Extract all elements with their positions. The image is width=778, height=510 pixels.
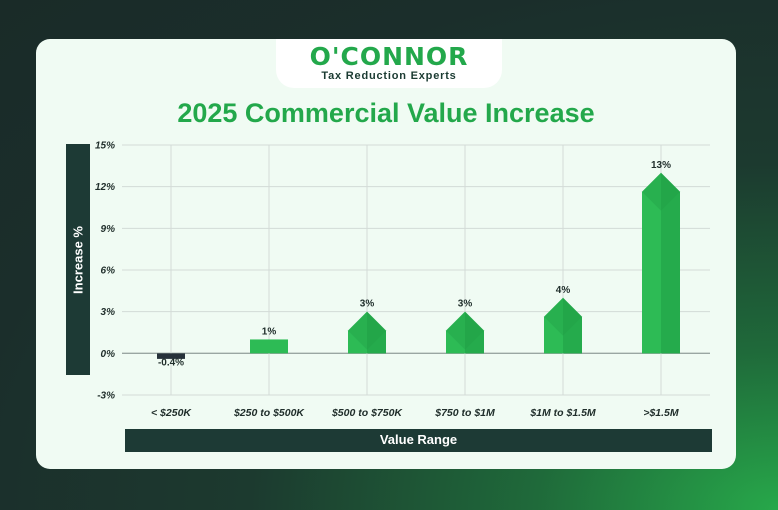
y-tick-label: 9% — [101, 224, 116, 235]
x-tick-label: >$1.5M — [643, 407, 679, 419]
y-tick-label: -3% — [97, 391, 115, 402]
chart-title: 2025 Commercial Value Increase — [177, 98, 595, 128]
bar-shade — [563, 297, 582, 354]
data-label: 3% — [360, 299, 375, 310]
x-tick-label: < $250K — [151, 407, 192, 419]
y-tick-label: 15% — [95, 141, 115, 152]
bar — [157, 353, 185, 359]
bar-shade — [465, 311, 484, 354]
y-tick-label: 0% — [101, 349, 116, 360]
bar-facet — [446, 311, 484, 350]
x-tick-label: $250 to $500K — [233, 407, 305, 419]
logo-tab — [276, 39, 502, 88]
bar-shade — [367, 311, 386, 354]
x-tick-label: $1M to $1.5M — [529, 407, 596, 419]
bar-facet — [348, 311, 386, 350]
brand-logo: O'CONNOR — [309, 42, 469, 71]
y-tick-label: 3% — [101, 307, 116, 318]
x-tick-label: $750 to $1M — [434, 407, 495, 419]
data-label: 3% — [458, 299, 473, 310]
bar-facet — [544, 297, 582, 336]
y-tick-label: 6% — [101, 266, 116, 277]
data-label: 4% — [556, 285, 571, 296]
brand-tagline: Tax Reduction Experts — [321, 70, 457, 82]
bar — [250, 339, 288, 354]
chart-card — [36, 39, 736, 469]
data-label: 13% — [651, 160, 671, 171]
data-label: 1% — [262, 326, 277, 337]
x-tick-label: $500 to $750K — [331, 407, 403, 419]
y-axis-label-bar — [66, 144, 90, 375]
data-label: -0.4% — [158, 357, 184, 368]
bar-facet — [642, 172, 680, 211]
x-axis-label-bar — [125, 429, 712, 452]
x-axis-label: Value Range — [379, 432, 458, 447]
y-tick-label: 12% — [95, 182, 115, 193]
bar-shade — [661, 172, 680, 354]
